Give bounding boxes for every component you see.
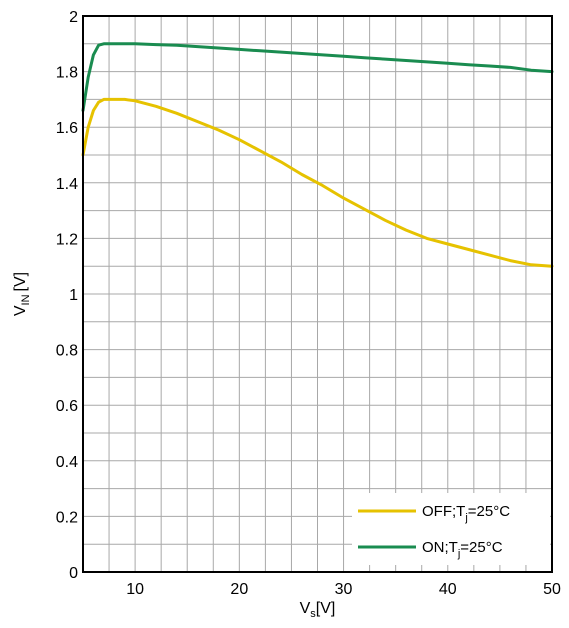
x-tick-label: 40	[439, 581, 457, 598]
x-tick-label: 30	[335, 581, 353, 598]
y-tick-label: 1.4	[56, 176, 78, 193]
legend-label-off: OFF;Tj=25°C	[422, 503, 510, 524]
x-tick-label: 50	[543, 581, 561, 598]
x-tick-label: 20	[230, 581, 248, 598]
y-tick-label: 2	[69, 9, 78, 26]
legend-background	[352, 493, 550, 565]
y-tick-label: 1.6	[56, 120, 78, 137]
plot-frame	[82, 15, 553, 573]
series-line-on	[81, 42, 554, 112]
y-tick-label: 0.8	[56, 343, 78, 360]
y-axis-label: VIN[V]	[12, 272, 32, 316]
y-tick-label: 0.4	[56, 454, 78, 471]
y-tick-label: 1.2	[56, 231, 78, 248]
y-tick-label: 1.8	[56, 65, 78, 82]
y-tick-label: 0.2	[56, 509, 78, 526]
x-axis-label: Vs[V]	[300, 600, 336, 620]
legend-label-on: ON;Tj=25°C	[422, 539, 503, 560]
x-axis-ticks: 10 20 30 40 50	[126, 581, 561, 598]
series-layer	[81, 42, 554, 268]
y-tick-label: 0	[69, 565, 78, 582]
y-axis-ticks: 0 0.2 0.4 0.6 0.8 1 1.2 1.4 1.6 1.8 2	[56, 9, 78, 582]
legend: OFF;Tj=25°C ON;Tj=25°C	[352, 493, 550, 565]
y-tick-label: 1	[69, 287, 78, 304]
series-line-off	[81, 97, 554, 268]
x-tick-label: 10	[126, 581, 144, 598]
grid	[83, 16, 552, 572]
y-tick-label: 0.6	[56, 398, 78, 415]
